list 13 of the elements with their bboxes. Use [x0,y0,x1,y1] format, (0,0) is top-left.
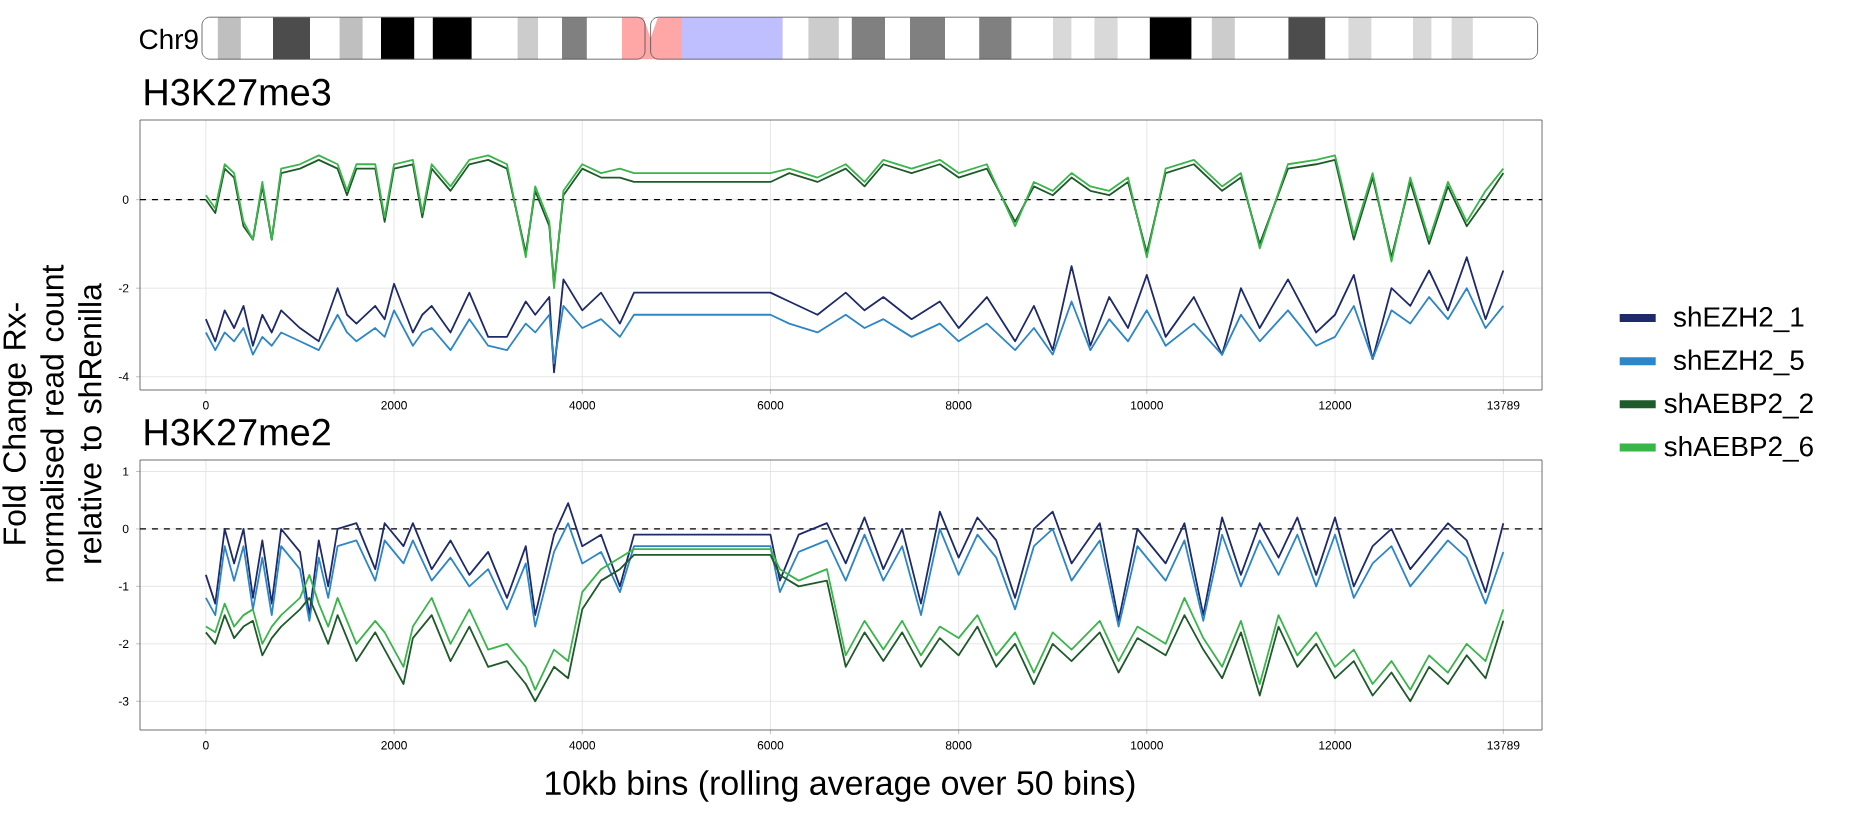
chart-title: H3K27me3 [145,78,331,106]
line-series [204,256,1505,374]
text: Chr9 [139,28,198,50]
x-axis-title: 10kb bins (rolling average over 50 bins) [546,770,1135,802]
legend-label: shAEBP2_6 [1664,435,1813,462]
line-series [204,287,1505,365]
legend-label: shEZH2_5 [1673,349,1804,376]
line-series [204,502,1505,622]
chart-title: H3K27me2 [145,418,330,446]
y-axis-title: Fold Change Rx-normalised read count relative to shRenilla [2,264,102,582]
legend-label: shAEBP2_2 [1664,392,1813,419]
legend-label: shEZH2_1 [1673,306,1804,333]
line-series [204,522,1505,628]
